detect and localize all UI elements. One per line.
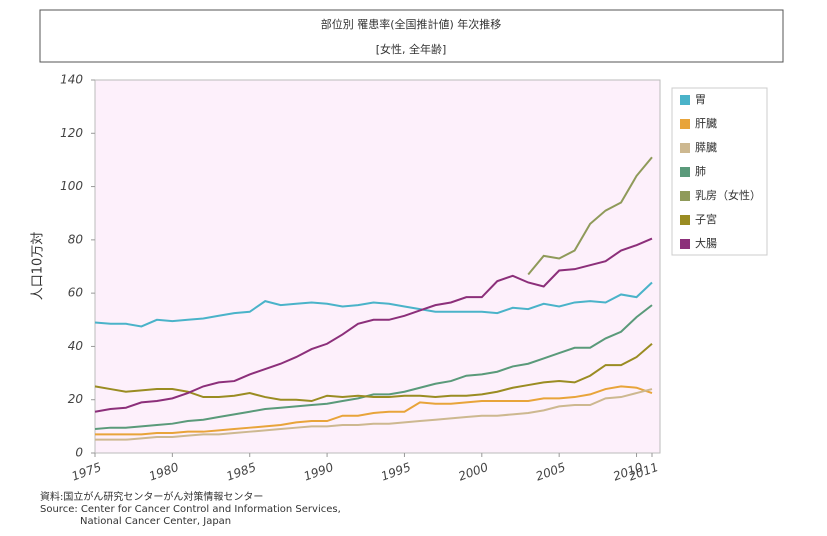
source: 資料:国立がん研究センターがん対策情報センター [40, 490, 263, 503]
series-line [94, 304, 653, 431]
x-tick-label: 1975 [70, 460, 103, 484]
chart-title: 部位別 罹患率(全国推計値) 年次推移 [321, 17, 502, 31]
source: Source: Center for Cancer Control and In… [40, 504, 341, 515]
legend-swatch [680, 239, 690, 249]
series-line [94, 237, 653, 413]
legend-label: 乳房（女性） [695, 188, 761, 202]
y-tick-label: 100 [60, 179, 83, 193]
y-tick-label: 120 [60, 126, 83, 140]
title-box [39, 9, 784, 63]
legend-label: 子宮 [695, 212, 717, 226]
legend-label: 胃 [695, 93, 706, 106]
series-line [527, 156, 653, 276]
y-tick-label: 40 [68, 339, 84, 353]
legend-label: 肝臓 [695, 117, 717, 130]
legend-label: 肺 [695, 165, 706, 178]
y-tick-label: 20 [68, 392, 84, 406]
legend-swatch [680, 143, 690, 153]
x-tick-label: 1980 [147, 460, 181, 484]
series-line [94, 343, 653, 403]
y-tick-label: 140 [60, 73, 83, 87]
y-tick-label: 0 [75, 446, 83, 460]
legend-swatch [680, 191, 690, 201]
series-line [95, 388, 653, 441]
x-tick-label: 1985 [224, 460, 257, 484]
x-tick-label: 1995 [379, 460, 412, 484]
x-tick-label: 2000 [457, 460, 491, 484]
plot-area [94, 79, 661, 454]
legend-swatch [680, 215, 690, 225]
legend-label: 膵臓 [695, 141, 717, 154]
legend-swatch [680, 167, 690, 177]
chart-subtitle: [女性, 全年齢] [376, 42, 447, 56]
source: National Cancer Center, Japan [80, 516, 231, 527]
y-tick-label: 60 [68, 286, 84, 300]
series-line [94, 281, 653, 328]
y-axis-label: 人口10万対 [31, 232, 46, 301]
legend-swatch [680, 95, 690, 105]
legend-swatch [680, 119, 690, 129]
y-tick-label: 80 [68, 232, 84, 246]
x-tick-label: 2005 [534, 460, 567, 484]
x-tick-label: 1990 [302, 460, 336, 484]
series-line [95, 385, 653, 436]
legend-label: 大腸 [695, 236, 717, 250]
